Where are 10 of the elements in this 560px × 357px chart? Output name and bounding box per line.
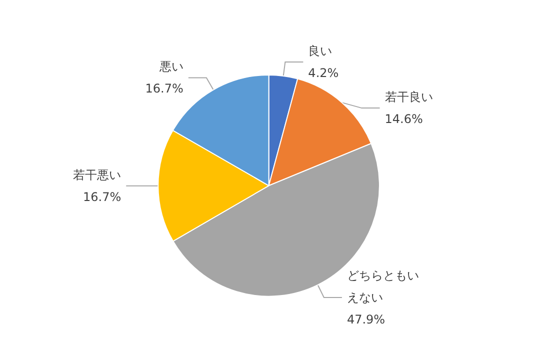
data-label: 4.2% [308,66,339,80]
data-label: 16.7% [145,82,184,96]
slice-label: 良い [308,44,332,58]
slice-label: 悪い [158,60,184,74]
data-label: 14.6% [384,112,423,126]
data-label: 47.9% [346,312,386,326]
slice-label: 若干悪い [73,168,122,182]
slice-label: 若干良い [384,90,433,104]
slice-label: どちらともいえない [346,268,419,304]
data-label: 16.7% [83,190,122,204]
